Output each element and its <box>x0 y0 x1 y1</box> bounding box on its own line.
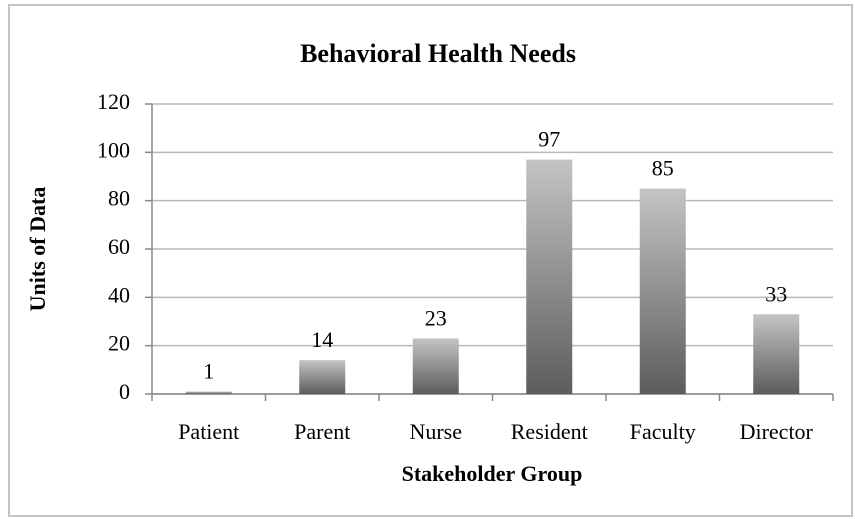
bar <box>639 188 686 394</box>
bar <box>299 360 346 394</box>
data-label: 1 <box>203 359 214 384</box>
x-tick-label: Parent <box>294 419 350 444</box>
bar <box>526 159 573 394</box>
y-axis-label: Units of Data <box>25 187 50 312</box>
chart-title: Behavioral Health Needs <box>300 39 576 68</box>
chart-frame <box>8 4 853 517</box>
data-label: 23 <box>425 305 447 330</box>
x-axis-label: Stakeholder Group <box>402 461 583 486</box>
x-tick-label: Nurse <box>409 419 462 444</box>
data-label: 33 <box>765 281 787 306</box>
data-label: 85 <box>652 156 674 181</box>
y-tick-label: 100 <box>97 137 130 162</box>
y-tick-label: 120 <box>97 89 130 114</box>
y-tick-label: 0 <box>119 379 130 404</box>
x-tick-label: Faculty <box>630 419 696 444</box>
bar <box>185 391 232 394</box>
y-tick-label: 40 <box>108 282 130 307</box>
x-tick-label: Resident <box>511 419 588 444</box>
y-tick-label: 80 <box>108 186 130 211</box>
data-label: 97 <box>538 127 560 152</box>
x-tick-label: Director <box>740 419 814 444</box>
x-tick-label: Patient <box>178 419 239 444</box>
bar <box>412 338 459 394</box>
y-tick-label: 60 <box>108 234 130 259</box>
data-label: 14 <box>311 327 333 352</box>
y-tick-label: 20 <box>108 331 130 356</box>
bar <box>753 314 800 394</box>
